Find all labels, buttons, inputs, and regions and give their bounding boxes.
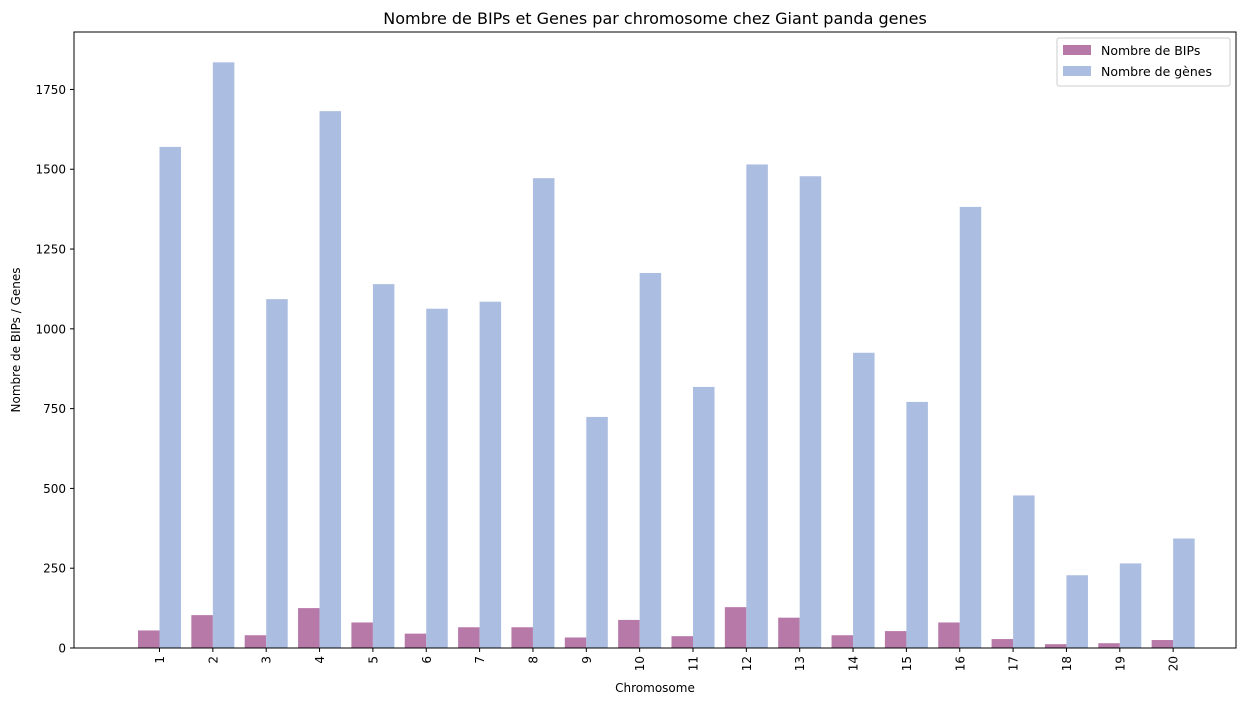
gene-bar-chr-15 <box>906 401 928 648</box>
x-tick-label: 4 <box>313 656 327 664</box>
x-tick-label: 12 <box>740 656 754 671</box>
gene-bar-chr-17 <box>1013 495 1035 648</box>
gene-bar-chr-3 <box>266 299 288 648</box>
bip-bar-chr-8 <box>511 627 533 648</box>
gene-bar-chr-20 <box>1173 538 1195 648</box>
bip-bar-chr-17 <box>991 639 1014 648</box>
legend: Nombre de BIPs Nombre de gènes <box>1056 37 1231 87</box>
bip-bar-chr-16 <box>938 622 960 648</box>
gene-bar-chr-11 <box>693 386 715 648</box>
x-axis-title: Chromosome <box>615 681 695 695</box>
x-tick-label: 8 <box>526 656 540 664</box>
gene-bar-chr-5 <box>372 284 395 648</box>
legend-label: Nombre de BIPs <box>1101 43 1200 58</box>
legend-swatch <box>1063 45 1091 55</box>
plot-frame <box>73 31 1237 649</box>
gene-bar-chr-14 <box>853 352 875 648</box>
y-tick-label: 1000 <box>35 322 66 336</box>
gene-bar-chr-7 <box>479 301 502 648</box>
x-tick-label: 9 <box>580 656 594 664</box>
x-tick-label: 3 <box>260 656 274 664</box>
bip-bar-chr-11 <box>671 636 693 648</box>
legend-swatch <box>1063 66 1091 76</box>
bip-bar-chr-6 <box>404 633 427 648</box>
gene-bar-chr-6 <box>426 308 448 648</box>
gene-bar-chr-1 <box>159 146 181 648</box>
bip-bar-chr-20 <box>1151 640 1174 648</box>
bip-bar-chr-19 <box>1098 643 1120 648</box>
y-tick-label: 1250 <box>35 243 66 257</box>
y-tick-label: 0 <box>58 642 66 656</box>
bip-bar-chr-7 <box>458 627 480 648</box>
bip-bar-chr-10 <box>618 619 640 648</box>
gene-bar-chr-8 <box>532 178 555 648</box>
gene-bar-chr-4 <box>319 111 342 648</box>
x-tick-label: 18 <box>1060 656 1074 671</box>
bip-bar-chr-1 <box>138 630 160 648</box>
bars-layer <box>138 62 1195 648</box>
x-tick-label: 13 <box>793 656 807 671</box>
bip-bar-chr-18 <box>1044 644 1067 648</box>
gene-bar-chr-10 <box>639 272 662 648</box>
gene-bar-chr-12 <box>746 164 768 648</box>
y-tick-label: 250 <box>43 562 66 576</box>
gene-bar-chr-13 <box>799 176 822 648</box>
x-tick-label: 14 <box>847 656 861 671</box>
x-tick-label: 7 <box>473 656 487 664</box>
x-tick-label: 6 <box>420 656 434 664</box>
x-tick-label: 19 <box>1113 656 1127 671</box>
gene-bar-chr-18 <box>1066 575 1088 648</box>
gene-bar-chr-19 <box>1119 563 1142 648</box>
bip-bar-chr-5 <box>351 622 373 648</box>
bip-bar-chr-9 <box>564 637 587 648</box>
bip-bar-chr-13 <box>778 617 800 648</box>
y-tick-label: 1750 <box>35 83 66 97</box>
gene-bar-chr-2 <box>212 62 235 648</box>
gene-bar-chr-16 <box>959 206 982 648</box>
legend-label: Nombre de gènes <box>1101 64 1212 79</box>
bip-bar-chr-14 <box>831 635 854 648</box>
chart-title: Nombre de BIPs et Genes par chromosome c… <box>383 9 927 28</box>
x-tick-label: 2 <box>206 656 220 664</box>
x-tick-label: 15 <box>900 656 914 671</box>
y-axis-title: Nombre de BIPs / Genes <box>9 268 23 413</box>
y-tick-label: 500 <box>43 482 66 496</box>
x-tick-label: 20 <box>1167 656 1181 671</box>
bip-bar-chr-3 <box>244 635 267 648</box>
x-tick-label: 16 <box>953 656 967 671</box>
x-tick-label: 17 <box>1007 656 1021 671</box>
x-tick-label: 11 <box>687 656 701 671</box>
bip-bar-chr-4 <box>298 608 320 648</box>
y-tick-label: 1500 <box>35 163 66 177</box>
x-tick-label: 1 <box>153 656 167 664</box>
y-tick-label: 750 <box>43 402 66 416</box>
gene-bar-chr-9 <box>586 416 608 648</box>
legend-frame <box>1056 37 1231 87</box>
x-tick-label: 10 <box>633 656 647 671</box>
x-tick-label: 5 <box>366 656 380 664</box>
bip-bar-chr-12 <box>724 607 747 648</box>
bip-bar-chr-15 <box>884 631 907 648</box>
bip-bar-chr-2 <box>191 615 213 648</box>
